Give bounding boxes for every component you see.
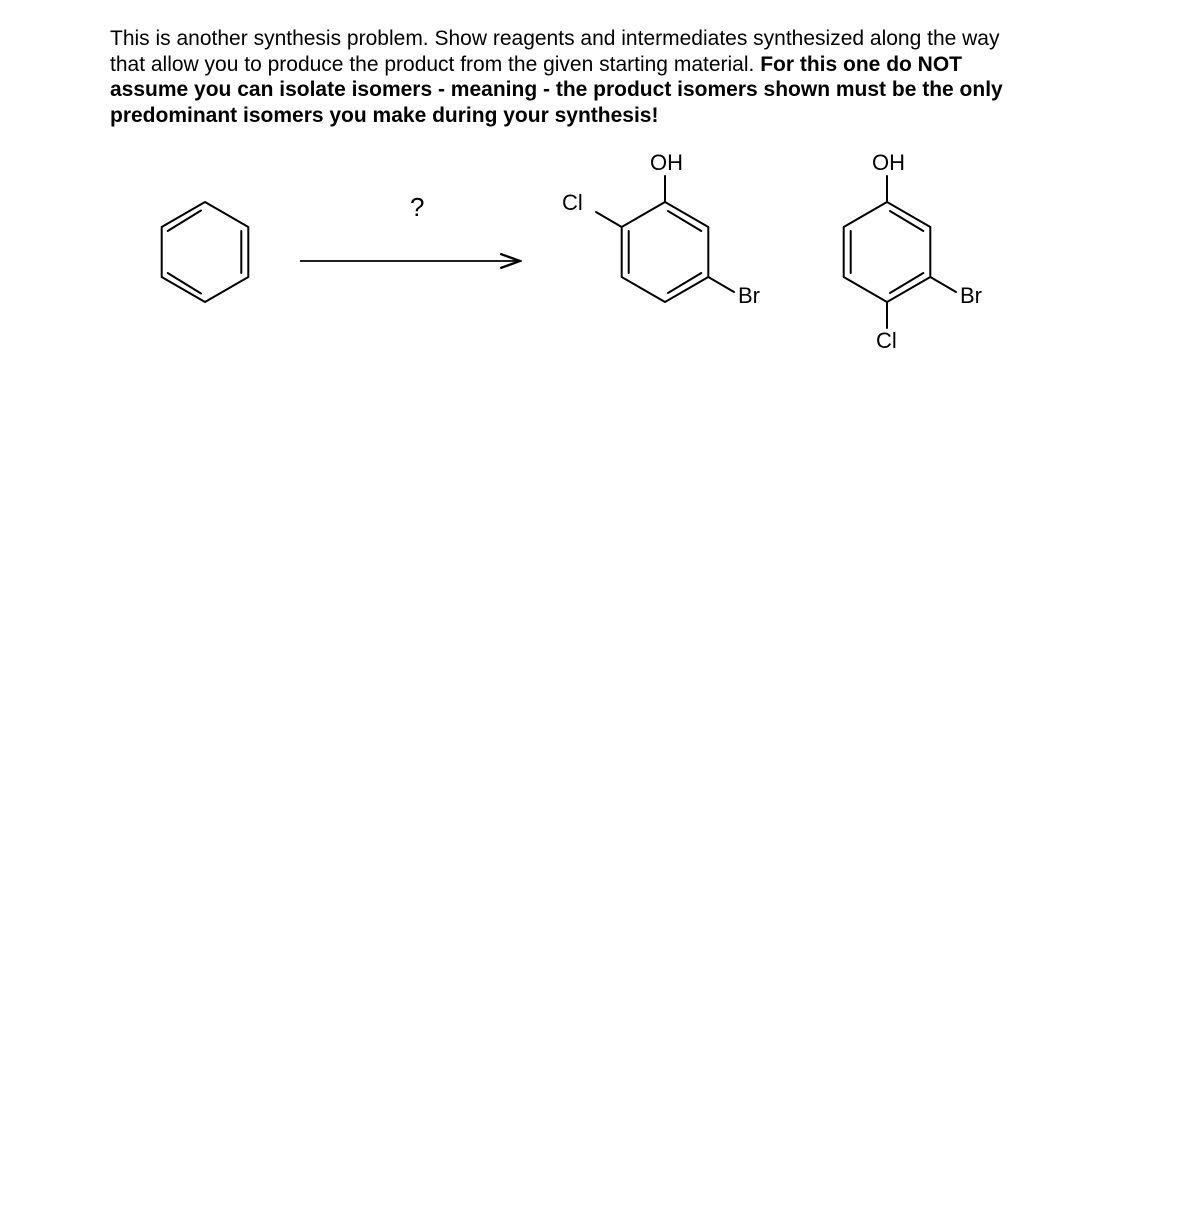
problem-line3: assume you can isolate isomers - meaning… <box>110 77 1090 103</box>
oh-label-2: OH <box>872 150 905 176</box>
problem-line2: that allow you to produce the product fr… <box>110 52 1090 78</box>
problem-statement: This is another synthesis problem. Show … <box>110 26 1090 128</box>
oh-label-1: OH <box>650 150 683 176</box>
cl-label-1: Cl <box>562 190 583 216</box>
problem-line1: This is another synthesis problem. Show … <box>110 26 1090 52</box>
br-label-2: Br <box>960 283 982 309</box>
problem-line4: predominant isomers you make during your… <box>110 103 1090 129</box>
question-mark: ? <box>410 192 424 223</box>
br-label-1: Br <box>738 283 760 309</box>
cl-label-2: Cl <box>876 328 897 354</box>
